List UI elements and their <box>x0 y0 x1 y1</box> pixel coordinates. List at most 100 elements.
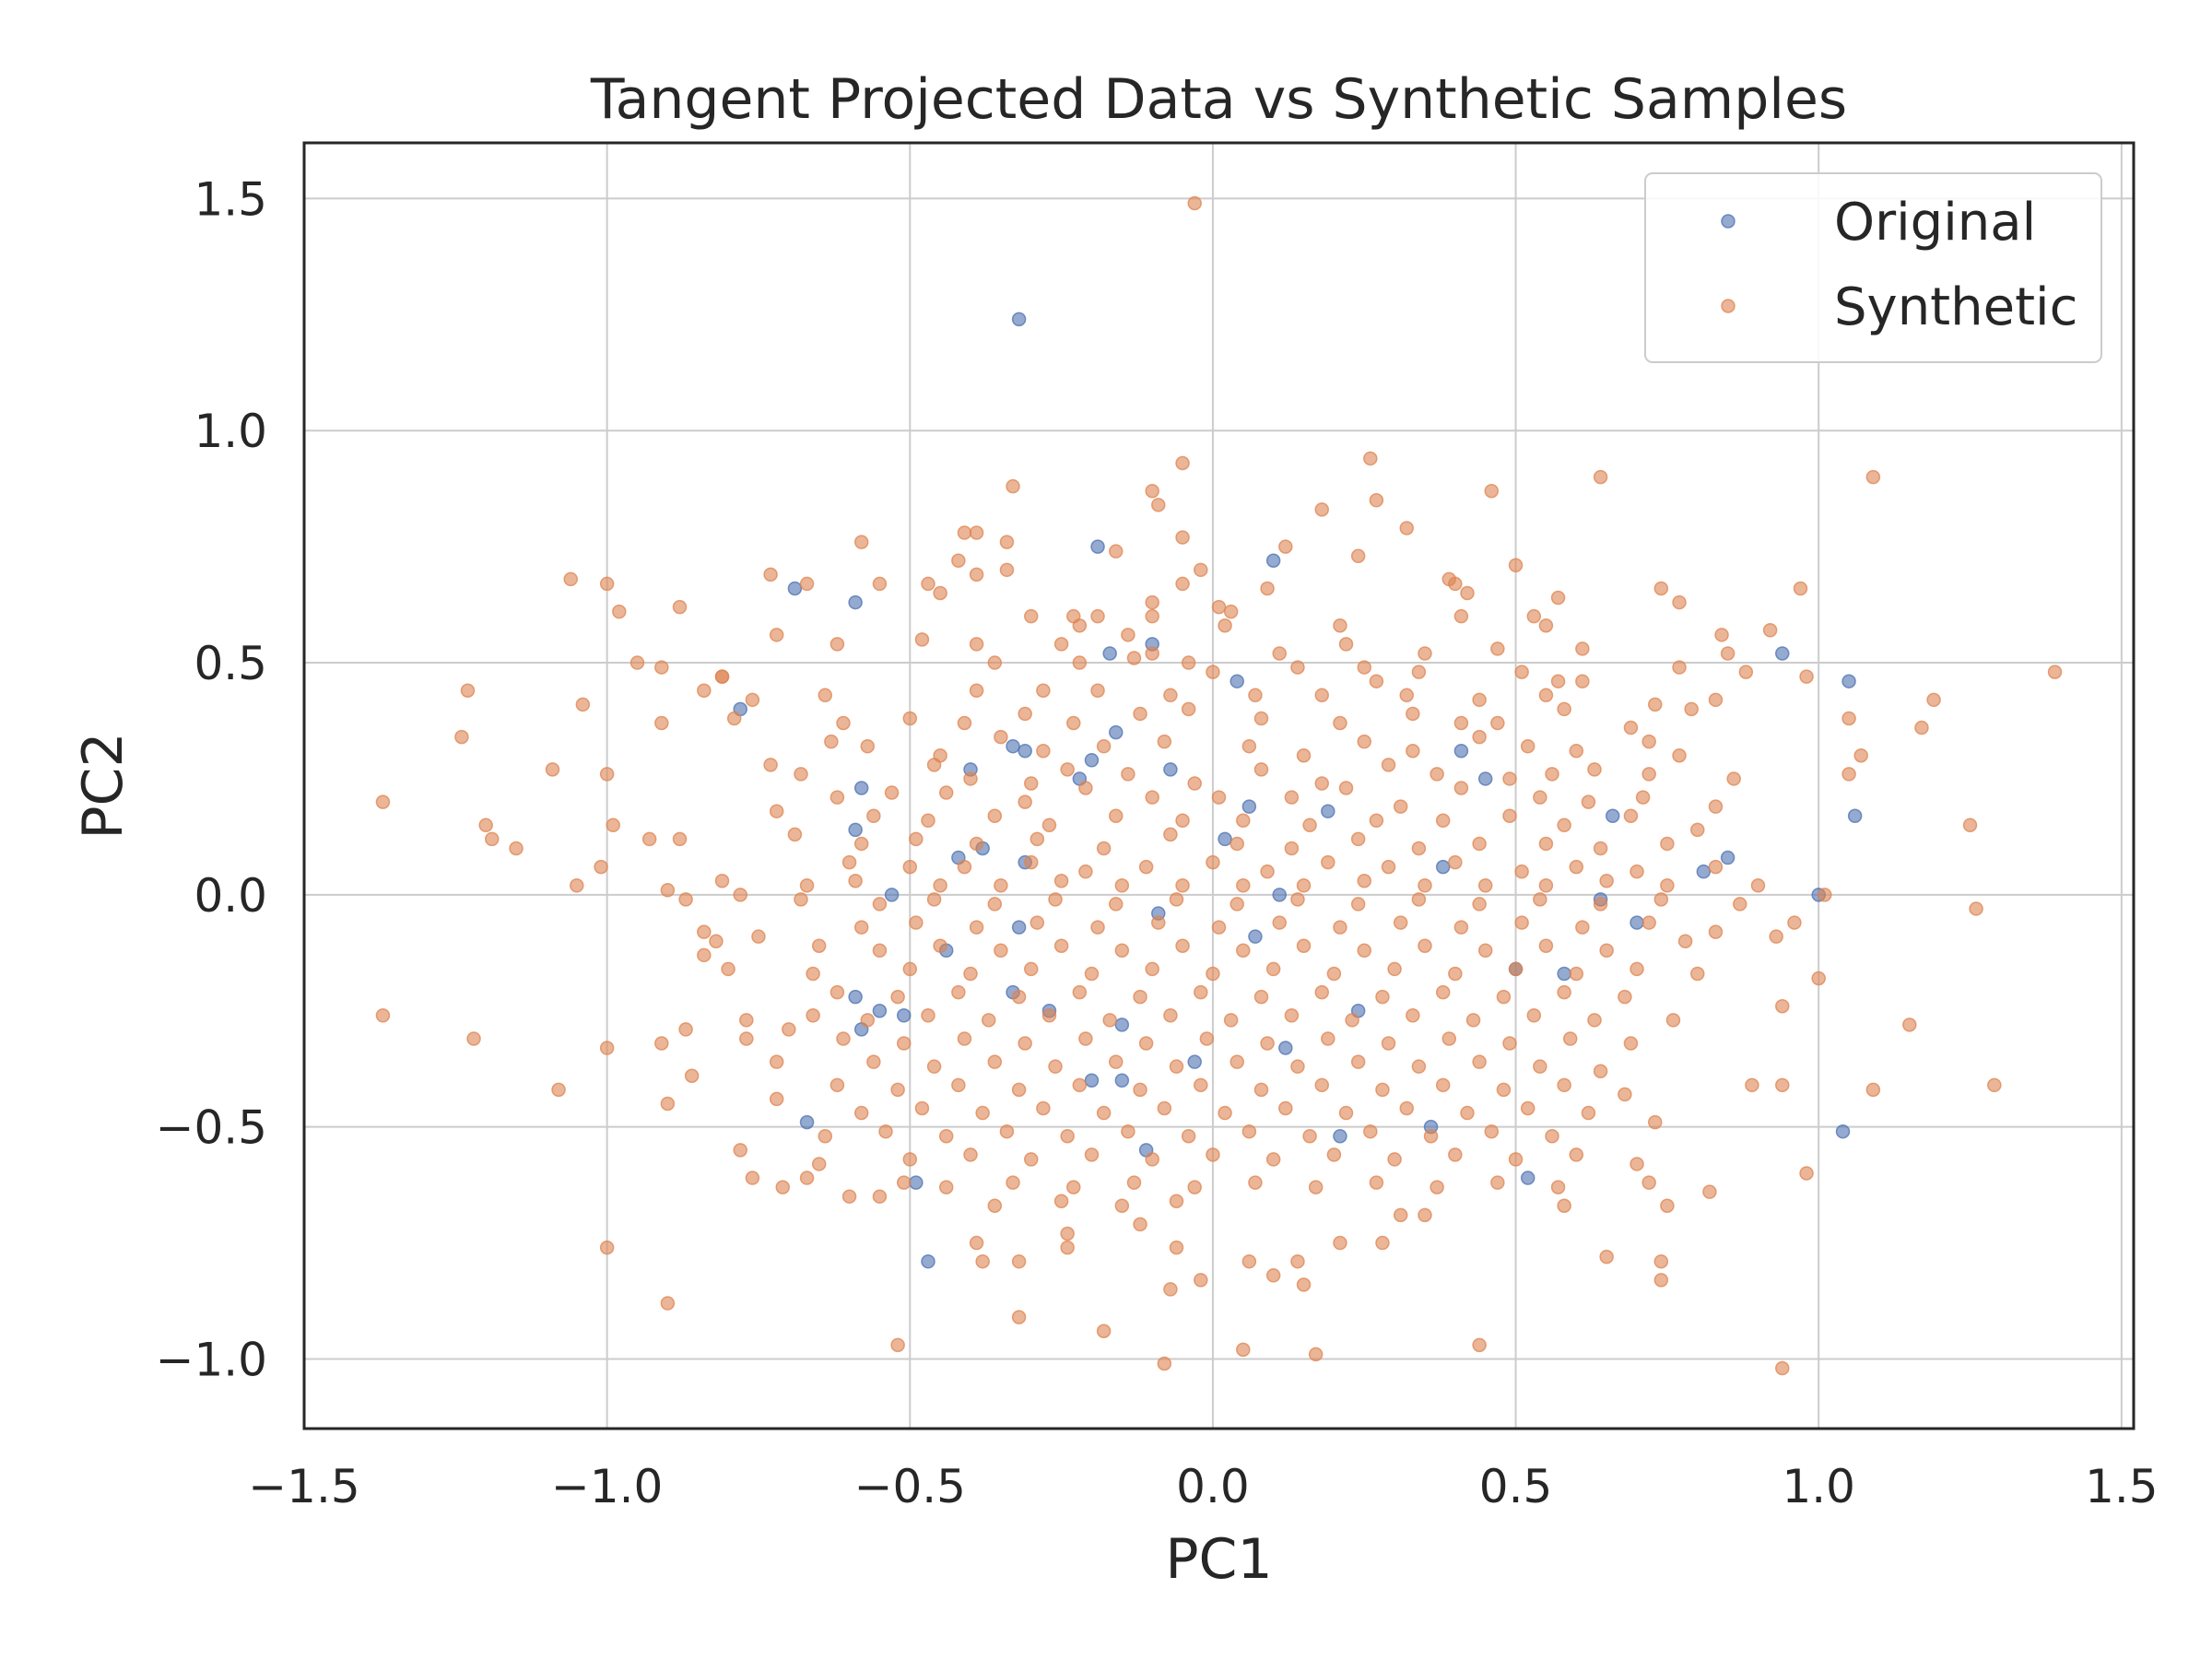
original-point <box>1163 762 1178 777</box>
synthetic-point <box>1145 646 1159 661</box>
synthetic-point <box>660 1296 676 1311</box>
synthetic-point <box>1593 841 1608 856</box>
synthetic-point <box>933 878 947 893</box>
synthetic-point <box>1114 943 1130 959</box>
synthetic-point <box>1435 1077 1451 1093</box>
synthetic-point <box>902 1152 918 1167</box>
synthetic-point <box>1987 1077 2002 1093</box>
synthetic-point <box>1496 1082 1512 1098</box>
synthetic-point <box>1477 943 1493 959</box>
synthetic-point <box>1472 836 1487 852</box>
synthetic-point <box>1865 469 1881 485</box>
original-point <box>1477 771 1493 786</box>
synthetic-point <box>1338 637 1354 652</box>
synthetic-point <box>1096 1105 1112 1121</box>
synthetic-point <box>1599 1249 1614 1265</box>
synthetic-point <box>1066 715 1081 731</box>
synthetic-point <box>1248 688 1263 703</box>
synthetic-point <box>1787 915 1802 930</box>
synthetic-point <box>1508 1152 1524 1167</box>
synthetic-point <box>606 818 620 833</box>
synthetic-point <box>1418 1207 1432 1223</box>
synthetic-point <box>726 711 742 726</box>
synthetic-point <box>654 660 669 675</box>
synthetic-point <box>1690 822 1705 838</box>
y-axis-label: PC2 <box>71 732 135 839</box>
synthetic-point <box>1265 1268 1281 1283</box>
synthetic-point <box>1018 794 1032 809</box>
synthetic-point <box>1799 1166 1814 1181</box>
synthetic-point <box>1708 799 1724 814</box>
synthetic-point <box>1647 697 1663 712</box>
synthetic-point <box>1533 892 1547 907</box>
synthetic-point <box>1060 1226 1075 1241</box>
synthetic-point <box>1169 892 1184 907</box>
synthetic-point <box>1406 743 1420 759</box>
synthetic-point <box>1799 669 1814 684</box>
synthetic-point <box>872 897 888 912</box>
synthetic-point <box>1157 1356 1172 1371</box>
synthetic-point <box>1672 660 1687 675</box>
synthetic-point <box>1557 1077 1571 1093</box>
synthetic-point <box>1635 790 1651 805</box>
synthetic-point <box>641 831 657 847</box>
synthetic-point <box>1363 451 1378 466</box>
legend-label-synthetic: Synthetic <box>1834 277 2077 337</box>
synthetic-point <box>799 1171 815 1185</box>
synthetic-point <box>1538 688 1554 703</box>
synthetic-point <box>1187 1180 1202 1194</box>
synthetic-point <box>1199 1031 1215 1046</box>
synthetic-point <box>684 1068 700 1084</box>
synthetic-point <box>1623 808 1639 823</box>
synthetic-point <box>1853 748 1868 763</box>
synthetic-point <box>1587 1013 1602 1028</box>
synthetic-point <box>1708 692 1724 708</box>
synthetic-point <box>818 688 833 703</box>
synthetic-point <box>769 1054 784 1069</box>
synthetic-point <box>1599 873 1614 888</box>
synthetic-point <box>1169 1059 1184 1074</box>
synthetic-point <box>485 831 500 847</box>
y-tick-label: 0.0 <box>194 869 267 923</box>
synthetic-point <box>1653 892 1669 907</box>
synthetic-point <box>987 808 1003 823</box>
synthetic-point <box>1453 715 1469 731</box>
synthetic-point <box>1472 729 1487 745</box>
synthetic-point <box>1375 1235 1390 1251</box>
synthetic-point <box>994 729 1008 745</box>
synthetic-point <box>951 553 966 568</box>
synthetic-point <box>1630 864 1644 879</box>
synthetic-point <box>853 535 869 549</box>
synthetic-point <box>1041 818 1057 833</box>
synthetic-point <box>1314 776 1329 791</box>
original-point <box>1847 808 1863 823</box>
synthetic-point <box>1653 1253 1669 1269</box>
synthetic-point <box>1290 660 1305 675</box>
synthetic-point <box>1296 748 1312 763</box>
synthetic-point <box>1811 971 1826 986</box>
synthetic-point <box>1194 562 1208 578</box>
synthetic-point <box>1236 1342 1251 1358</box>
synthetic-point <box>1138 1036 1154 1051</box>
synthetic-point <box>660 883 676 898</box>
synthetic-point <box>1078 1031 1093 1046</box>
synthetic-point <box>1690 966 1705 982</box>
synthetic-point <box>1557 818 1571 833</box>
synthetic-point <box>1775 1360 1790 1376</box>
synthetic-point <box>599 576 615 592</box>
synthetic-point <box>1084 1147 1100 1162</box>
synthetic-point <box>1423 1128 1439 1144</box>
synthetic-point <box>1187 776 1202 791</box>
synthetic-point <box>1441 571 1457 587</box>
synthetic-point <box>1241 1253 1257 1269</box>
synthetic-point <box>1284 790 1300 805</box>
synthetic-point <box>745 692 760 708</box>
synthetic-point <box>1593 469 1608 485</box>
synthetic-point <box>1545 1128 1559 1144</box>
synthetic-point <box>1218 1105 1232 1121</box>
synthetic-point <box>1072 655 1088 670</box>
synthetic-point <box>1762 623 1778 638</box>
synthetic-point <box>1265 1152 1281 1167</box>
synthetic-point <box>1333 1235 1347 1251</box>
synthetic-point <box>1036 1100 1051 1116</box>
